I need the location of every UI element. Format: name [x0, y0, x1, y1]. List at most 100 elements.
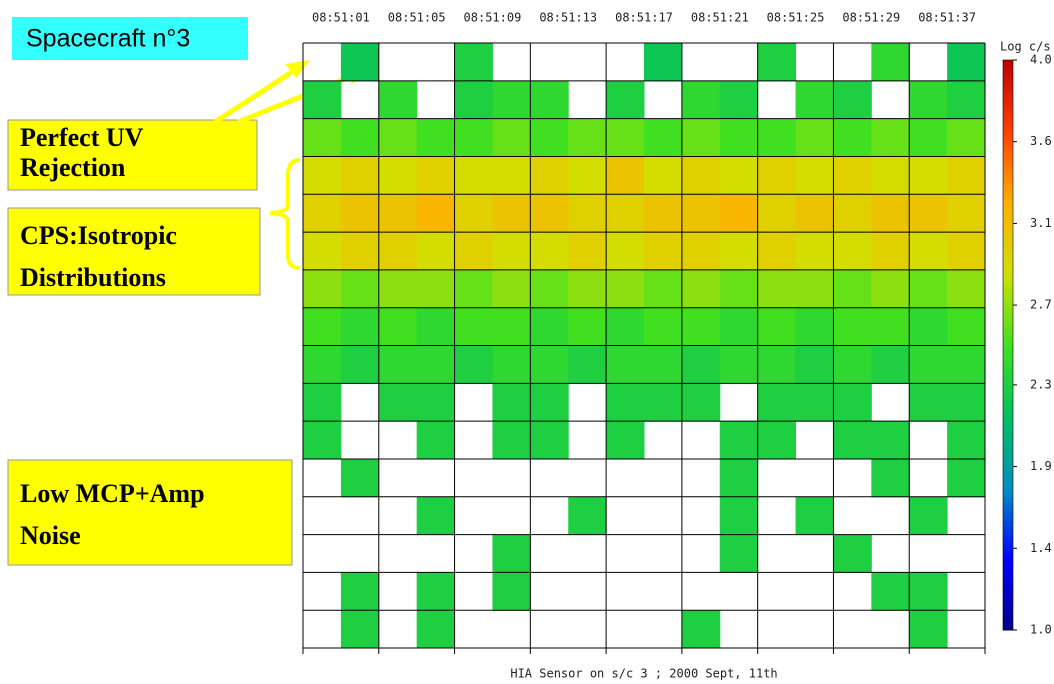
annotation-box — [12, 17, 248, 60]
heat-cell — [568, 345, 607, 384]
colorbar-segment — [1003, 235, 1013, 241]
colorbar-segment — [1003, 221, 1013, 227]
colorbar-segment — [1003, 492, 1013, 498]
heat-cell — [568, 496, 607, 536]
heat-cell — [340, 232, 380, 271]
heat-cell — [909, 156, 948, 195]
annotation: Spacecraft n°3 — [26, 25, 190, 53]
colorbar-segment — [1003, 302, 1013, 308]
heat-cell — [606, 80, 645, 120]
heat-cell — [871, 156, 910, 195]
colorbar-tick-label: 4.0 — [1030, 53, 1052, 67]
colorbar-segment — [1003, 373, 1013, 379]
heat-cell — [454, 118, 493, 157]
heat-cell — [378, 194, 418, 233]
colorbar-segment — [1003, 411, 1013, 417]
heat-cell — [378, 307, 418, 346]
annotation-line: Perfect UV — [20, 123, 144, 152]
heat-cell — [530, 80, 569, 120]
heat-cell — [795, 194, 834, 233]
colorbar-segment — [1003, 155, 1013, 161]
colorbar-segment — [1003, 345, 1013, 351]
annotation-line: CPS:Isotropic — [20, 221, 177, 250]
heat-cell — [947, 118, 986, 157]
colorbar-segment — [1003, 497, 1013, 503]
colorbar-segment — [1003, 340, 1013, 346]
x-tick-label: 08:51:21 — [691, 11, 749, 25]
heat-cell — [492, 156, 531, 195]
heat-cell — [416, 232, 456, 271]
colorbar-segment — [1003, 520, 1013, 526]
colorbar-segment — [1003, 573, 1013, 579]
colorbar-segment — [1003, 582, 1013, 588]
colorbar-segment — [1003, 79, 1013, 85]
heat-cell — [947, 383, 986, 422]
colorbar-segment — [1003, 60, 1013, 66]
heat-cell — [681, 610, 721, 649]
heat-cell — [416, 421, 456, 460]
heat-cell — [340, 458, 380, 498]
colorbar-segment — [1003, 330, 1013, 336]
colorbar-segment — [1003, 387, 1013, 393]
heat-cell — [568, 307, 607, 346]
colorbar-segment — [1003, 197, 1013, 203]
colorbar-segment — [1003, 539, 1013, 545]
heat-cell — [454, 307, 493, 346]
heat-cell — [378, 269, 418, 309]
colorbar-segment — [1003, 169, 1013, 175]
heat-cell — [530, 269, 569, 309]
heat-cell — [378, 118, 418, 157]
colorbar-segment — [1003, 430, 1013, 436]
heat-cell — [871, 232, 910, 271]
colorbar-segment — [1003, 202, 1013, 208]
colorbar-segment — [1003, 454, 1013, 460]
heat-cell — [378, 80, 418, 120]
annotation-box — [7, 207, 261, 296]
heat-cell — [681, 269, 721, 309]
x-tick-label: 08:51:05 — [388, 11, 446, 25]
colorbar-segment — [1003, 392, 1013, 398]
heat-cell — [606, 383, 645, 422]
heat-cell — [681, 345, 721, 384]
heat-cell — [947, 156, 986, 195]
colorbar-segment — [1003, 159, 1013, 165]
heat-cell — [530, 194, 569, 233]
colorbar-segment — [1003, 368, 1013, 374]
heat-cell — [454, 345, 493, 384]
heat-cell — [644, 118, 683, 157]
heat-cell — [303, 232, 342, 271]
x-tick-label: 08:51:37 — [918, 11, 976, 25]
heat-cell — [530, 307, 569, 346]
heat-cell — [644, 345, 683, 384]
colorbar-segment — [1003, 577, 1013, 583]
heat-cell — [909, 269, 948, 309]
heat-cell — [606, 156, 645, 195]
colorbar-segment — [1003, 288, 1013, 294]
heat-cell — [606, 269, 645, 309]
heat-cell — [871, 43, 910, 82]
heat-cell — [416, 572, 456, 611]
colorbar-segment — [1003, 421, 1013, 427]
colorbar-segment — [1003, 216, 1013, 222]
colorbar-segment — [1003, 459, 1013, 465]
heat-cell — [416, 118, 456, 157]
colorbar-segment — [1003, 88, 1013, 94]
colorbar-segment — [1003, 478, 1013, 484]
colorbar-segment — [1003, 164, 1013, 170]
colorbar-segment — [1003, 440, 1013, 446]
heat-cell — [833, 80, 872, 120]
heat-cell — [909, 496, 948, 536]
heat-cell — [833, 307, 872, 346]
colorbar-segment — [1003, 112, 1013, 118]
colorbar-segment — [1003, 316, 1013, 322]
heat-cell — [681, 80, 721, 120]
colorbar-segment — [1003, 278, 1013, 284]
colorbar-segment — [1003, 307, 1013, 313]
colorbar-segment — [1003, 193, 1013, 199]
colorbar-segment — [1003, 544, 1013, 550]
heat-cell — [909, 383, 948, 422]
colorbar-tick-label: 1.0 — [1030, 623, 1052, 637]
heat-cell — [681, 194, 721, 233]
heat-cell — [454, 194, 493, 233]
colorbar-segment — [1003, 516, 1013, 522]
